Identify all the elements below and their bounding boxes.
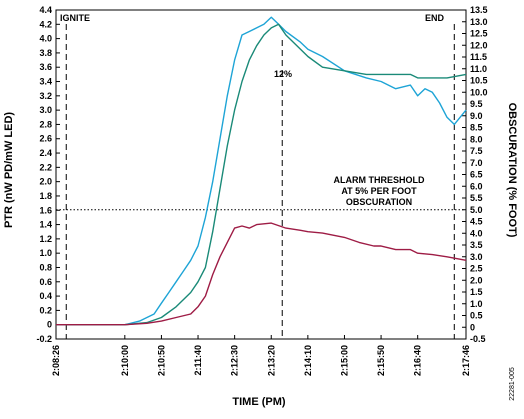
y2-tick-label: 4.0 — [470, 228, 483, 238]
y-tick-label: 0.8 — [39, 262, 52, 272]
y2-tick-label: 9.5 — [470, 99, 483, 109]
y2-tick-label: 0 — [470, 322, 475, 332]
y2-tick-label: 8.5 — [470, 123, 483, 133]
x-tick-label: 2:14:10 — [303, 345, 313, 376]
y2-tick-label: 9.0 — [470, 111, 483, 121]
y-tick-label: -0.2 — [36, 334, 52, 344]
x-tick-label: 2:13:20 — [266, 345, 276, 376]
series-layer — [56, 16, 467, 326]
y-tick-label: 2.4 — [39, 148, 52, 158]
y2-tick-label: 6.5 — [470, 170, 483, 180]
y2-tick-label: 8.0 — [470, 134, 483, 144]
y2-tick-label: 1.5 — [470, 287, 483, 297]
y2-axis-title: OBSCURATION (% FOOT) — [506, 103, 518, 238]
alarm-threshold-label-line3: OBSCURATION — [346, 197, 412, 207]
y-tick-label: 2.8 — [39, 119, 52, 129]
x-tick-label: 2:15:50 — [376, 345, 386, 376]
y2-tick-label: 10.5 — [470, 76, 488, 86]
y-tick-label: 1.2 — [39, 234, 52, 244]
y2-tick-label: 3.5 — [470, 240, 483, 250]
y2-tick-label: 13.5 — [470, 5, 488, 15]
alarm-threshold-label-line2: AT 5% PER FOOT — [341, 186, 417, 196]
plot-area: -0.2 0 0.2 0.4 0.6 0.8 1.0 1.2 1.4 1.6 1.8 2.0 2.2 2.… — [36, 5, 487, 376]
x-tick-label: 2:15:00 — [339, 345, 349, 376]
y-tick-label: 1.4 — [39, 220, 52, 230]
y-tick-label: 3.4 — [39, 77, 52, 87]
x-tick-label: 2:08:26 — [51, 345, 61, 376]
y2-tick-label: 1.0 — [470, 299, 483, 309]
x-tick-label: 2:17:46 — [461, 345, 471, 376]
x-tick-label: 2:11:40 — [193, 345, 203, 376]
y2-tick-label: 13.0 — [470, 17, 488, 27]
x-tick-label: 2:10:00 — [120, 345, 130, 376]
y-tick-label: 0.6 — [39, 277, 52, 287]
y-tick-label: 3.0 — [39, 105, 52, 115]
y2-tick-label: 12.0 — [470, 40, 488, 50]
y2-tick-label: 7.5 — [470, 146, 483, 156]
y-tick-label: 1.6 — [39, 205, 52, 215]
x-tick-label: 2:12:30 — [230, 345, 240, 376]
y-tick-label: 0 — [47, 320, 52, 330]
y-tick-label: 4.0 — [39, 34, 52, 44]
y-tick-label: 3.2 — [39, 91, 52, 101]
y2-tick-label: 5.0 — [470, 205, 483, 215]
y-tick-label: 0.2 — [39, 305, 52, 315]
alarm-threshold-label-line1: ALARM THRESHOLD — [334, 175, 425, 185]
series-line-2 — [56, 23, 467, 326]
y2-tick-label: 10.0 — [470, 87, 488, 97]
y2-tick-label: 6.0 — [470, 181, 483, 191]
y2-tick-label: 12.5 — [470, 29, 488, 39]
y-tick-label: 1.8 — [39, 191, 52, 201]
annotations-layer: IGNITE END 12% ALARM THRESHOLD AT 5% PER… — [60, 13, 445, 207]
y2-tick-label: 2.0 — [470, 275, 483, 285]
y2-tick-label: 4.5 — [470, 217, 483, 227]
ignite-label: IGNITE — [60, 13, 90, 23]
y-tick-label: 3.6 — [39, 62, 52, 72]
y2-tick-label: 2.5 — [470, 264, 483, 274]
peak-label: 12% — [274, 69, 292, 79]
series-line-3 — [56, 222, 467, 326]
y-tick-label: 1.0 — [39, 248, 52, 258]
y-tick-label: 0.4 — [39, 291, 52, 301]
end-label: END — [425, 13, 445, 23]
x-axis-label: TIME (PM) — [232, 396, 285, 408]
y2-tick-label: 11.5 — [470, 52, 487, 62]
figure-id: 22281-005 — [509, 367, 516, 401]
y-tick-label: 4.2 — [39, 19, 52, 29]
y-tick-label: 4.4 — [39, 5, 52, 15]
y2-tick-label: -0.5 — [470, 334, 486, 344]
x-tick-label: 2:16:40 — [413, 345, 423, 376]
y-axis-title: PTR (nW PD/mW LED) — [3, 112, 15, 228]
y-tick-label: 3.8 — [39, 48, 52, 58]
y2-tick-label: 7.0 — [470, 158, 483, 168]
y-tick-label: 2.0 — [39, 177, 52, 187]
series-line-1 — [56, 16, 467, 326]
y-axis-label: PTR (nW PD/mW LED) — [3, 112, 15, 228]
y2-tick-label: 3.0 — [470, 252, 483, 262]
y2-tick-label: 11.0 — [470, 64, 487, 74]
y2-axis-label: OBSCURATION (% FOOT) — [506, 103, 518, 238]
y-tick-label: 2.6 — [39, 134, 52, 144]
x-tick-label: 2:10:50 — [156, 345, 166, 376]
y-tick-label: 2.2 — [39, 162, 52, 172]
y2-tick-label: 5.5 — [470, 193, 483, 203]
y2-tick-label: 0.5 — [470, 311, 483, 321]
